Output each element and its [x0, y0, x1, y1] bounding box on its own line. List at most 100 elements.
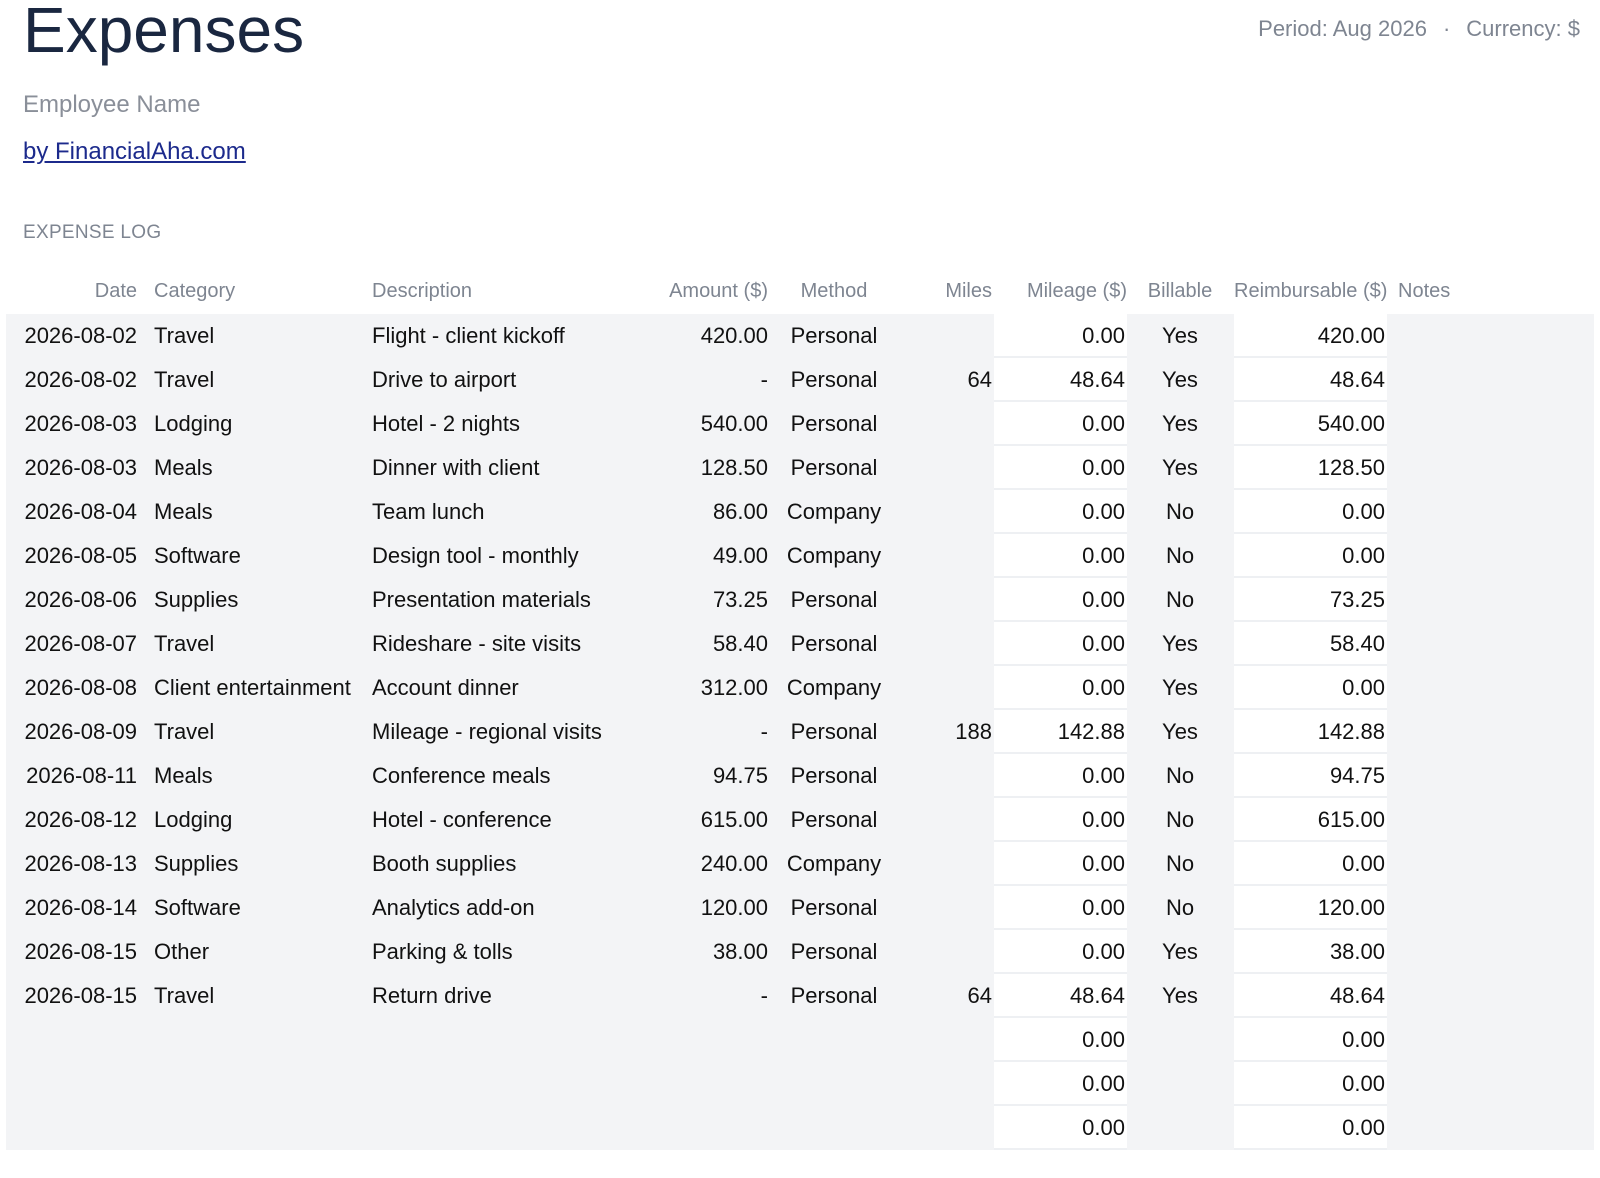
notes-cell[interactable]	[1398, 314, 1588, 358]
description-cell[interactable]: Hotel - 2 nights	[372, 411, 520, 436]
date-cell[interactable]: 2026-08-13	[24, 851, 137, 876]
notes-cell[interactable]	[1398, 1106, 1588, 1150]
category-cell[interactable]: Supplies	[154, 587, 239, 612]
amount-cell[interactable]: 240.00	[700, 851, 768, 876]
billable-cell[interactable]: Yes	[1162, 411, 1198, 436]
description-cell[interactable]	[372, 1062, 662, 1106]
miles-cell[interactable]	[906, 622, 992, 666]
billable-cell[interactable]	[1129, 1106, 1231, 1150]
notes-cell[interactable]	[1398, 842, 1588, 886]
description-cell[interactable]: Conference meals	[372, 763, 551, 788]
description-cell[interactable]: Presentation materials	[372, 587, 591, 612]
amount-cell[interactable]: 38.00	[712, 939, 768, 964]
date-cell[interactable]: 2026-08-08	[24, 675, 137, 700]
amount-cell[interactable]: 540.00	[700, 411, 768, 436]
category-cell[interactable]: Travel	[154, 983, 215, 1008]
method-cell[interactable]: Company	[786, 851, 882, 876]
category-cell[interactable]: Travel	[154, 719, 215, 744]
notes-cell[interactable]	[1398, 930, 1588, 974]
category-cell[interactable]: Travel	[154, 631, 215, 656]
date-cell[interactable]	[6, 1062, 137, 1106]
billable-cell[interactable]: Yes	[1162, 367, 1198, 392]
method-cell[interactable]: Personal	[790, 367, 878, 392]
miles-cell[interactable]: 64	[967, 367, 992, 392]
amount-cell[interactable]	[662, 1106, 768, 1150]
amount-cell[interactable]: 420.00	[700, 323, 768, 348]
category-cell[interactable]	[154, 1062, 368, 1106]
notes-cell[interactable]	[1398, 490, 1588, 534]
notes-cell[interactable]	[1398, 886, 1588, 930]
date-cell[interactable]: 2026-08-09	[24, 719, 137, 744]
date-cell[interactable]: 2026-08-15	[24, 939, 137, 964]
miles-cell[interactable]	[906, 930, 992, 974]
category-cell[interactable]: Travel	[154, 323, 215, 348]
amount-cell[interactable]: 94.75	[712, 763, 768, 788]
description-cell[interactable]: Flight - client kickoff	[372, 323, 565, 348]
notes-cell[interactable]	[1398, 1062, 1588, 1106]
miles-cell[interactable]	[906, 402, 992, 446]
method-cell[interactable]	[776, 1106, 892, 1150]
billable-cell[interactable]: Yes	[1162, 939, 1198, 964]
amount-cell[interactable]: 86.00	[712, 499, 768, 524]
description-cell[interactable]: Dinner with client	[372, 455, 540, 480]
description-cell[interactable]: Analytics add-on	[372, 895, 535, 920]
miles-cell[interactable]	[906, 490, 992, 534]
billable-cell[interactable]: No	[1165, 499, 1195, 524]
billable-cell[interactable]	[1129, 1018, 1231, 1062]
category-cell[interactable]: Lodging	[154, 807, 233, 832]
description-cell[interactable]: Drive to airport	[372, 367, 517, 392]
miles-cell[interactable]	[906, 534, 992, 578]
billable-cell[interactable]: No	[1165, 895, 1195, 920]
notes-cell[interactable]	[1398, 622, 1588, 666]
date-cell[interactable]: 2026-08-05	[24, 543, 137, 568]
description-cell[interactable]	[372, 1106, 662, 1150]
billable-cell[interactable]: Yes	[1162, 631, 1198, 656]
notes-cell[interactable]	[1398, 798, 1588, 842]
method-cell[interactable]: Personal	[790, 455, 878, 480]
billable-cell[interactable]: Yes	[1162, 675, 1198, 700]
miles-cell[interactable]	[906, 754, 992, 798]
amount-cell[interactable]: -	[760, 983, 768, 1008]
amount-cell[interactable]	[662, 1018, 768, 1062]
category-cell[interactable]: Lodging	[154, 411, 233, 436]
description-cell[interactable]: Parking & tolls	[372, 939, 513, 964]
notes-cell[interactable]	[1398, 402, 1588, 446]
billable-cell[interactable]: Yes	[1162, 719, 1198, 744]
method-cell[interactable]: Personal	[790, 323, 878, 348]
miles-cell[interactable]: 188	[955, 719, 992, 744]
description-cell[interactable]: Design tool - monthly	[372, 543, 579, 568]
category-cell[interactable]	[154, 1018, 368, 1062]
billable-cell[interactable]: Yes	[1162, 323, 1198, 348]
method-cell[interactable]: Company	[786, 675, 882, 700]
method-cell[interactable]: Personal	[790, 807, 878, 832]
method-cell[interactable]: Personal	[790, 719, 878, 744]
date-cell[interactable]: 2026-08-06	[24, 587, 137, 612]
amount-cell[interactable]: 615.00	[700, 807, 768, 832]
miles-cell[interactable]: 64	[967, 983, 992, 1008]
notes-cell[interactable]	[1398, 534, 1588, 578]
method-cell[interactable]: Personal	[790, 763, 878, 788]
category-cell[interactable]: Meals	[154, 499, 213, 524]
billable-cell[interactable]: No	[1165, 543, 1195, 568]
category-cell[interactable]	[154, 1106, 368, 1150]
miles-cell[interactable]	[906, 446, 992, 490]
category-cell[interactable]: Travel	[154, 367, 215, 392]
category-cell[interactable]: Other	[154, 939, 210, 964]
notes-cell[interactable]	[1398, 666, 1588, 710]
date-cell[interactable]: 2026-08-03	[24, 411, 137, 436]
notes-cell[interactable]	[1398, 974, 1588, 1018]
miles-cell[interactable]	[906, 314, 992, 358]
date-cell[interactable]: 2026-08-02	[24, 323, 137, 348]
miles-cell[interactable]	[906, 886, 992, 930]
billable-cell[interactable]: No	[1165, 851, 1195, 876]
date-cell[interactable]	[6, 1018, 137, 1062]
billable-cell[interactable]: Yes	[1162, 983, 1198, 1008]
category-cell[interactable]: Software	[154, 895, 241, 920]
date-cell[interactable]: 2026-08-12	[24, 807, 137, 832]
miles-cell[interactable]	[906, 798, 992, 842]
date-cell[interactable]: 2026-08-02	[24, 367, 137, 392]
category-cell[interactable]: Software	[154, 543, 241, 568]
date-cell[interactable]: 2026-08-14	[24, 895, 137, 920]
description-cell[interactable]: Mileage - regional visits	[372, 719, 602, 744]
category-cell[interactable]: Meals	[154, 455, 213, 480]
